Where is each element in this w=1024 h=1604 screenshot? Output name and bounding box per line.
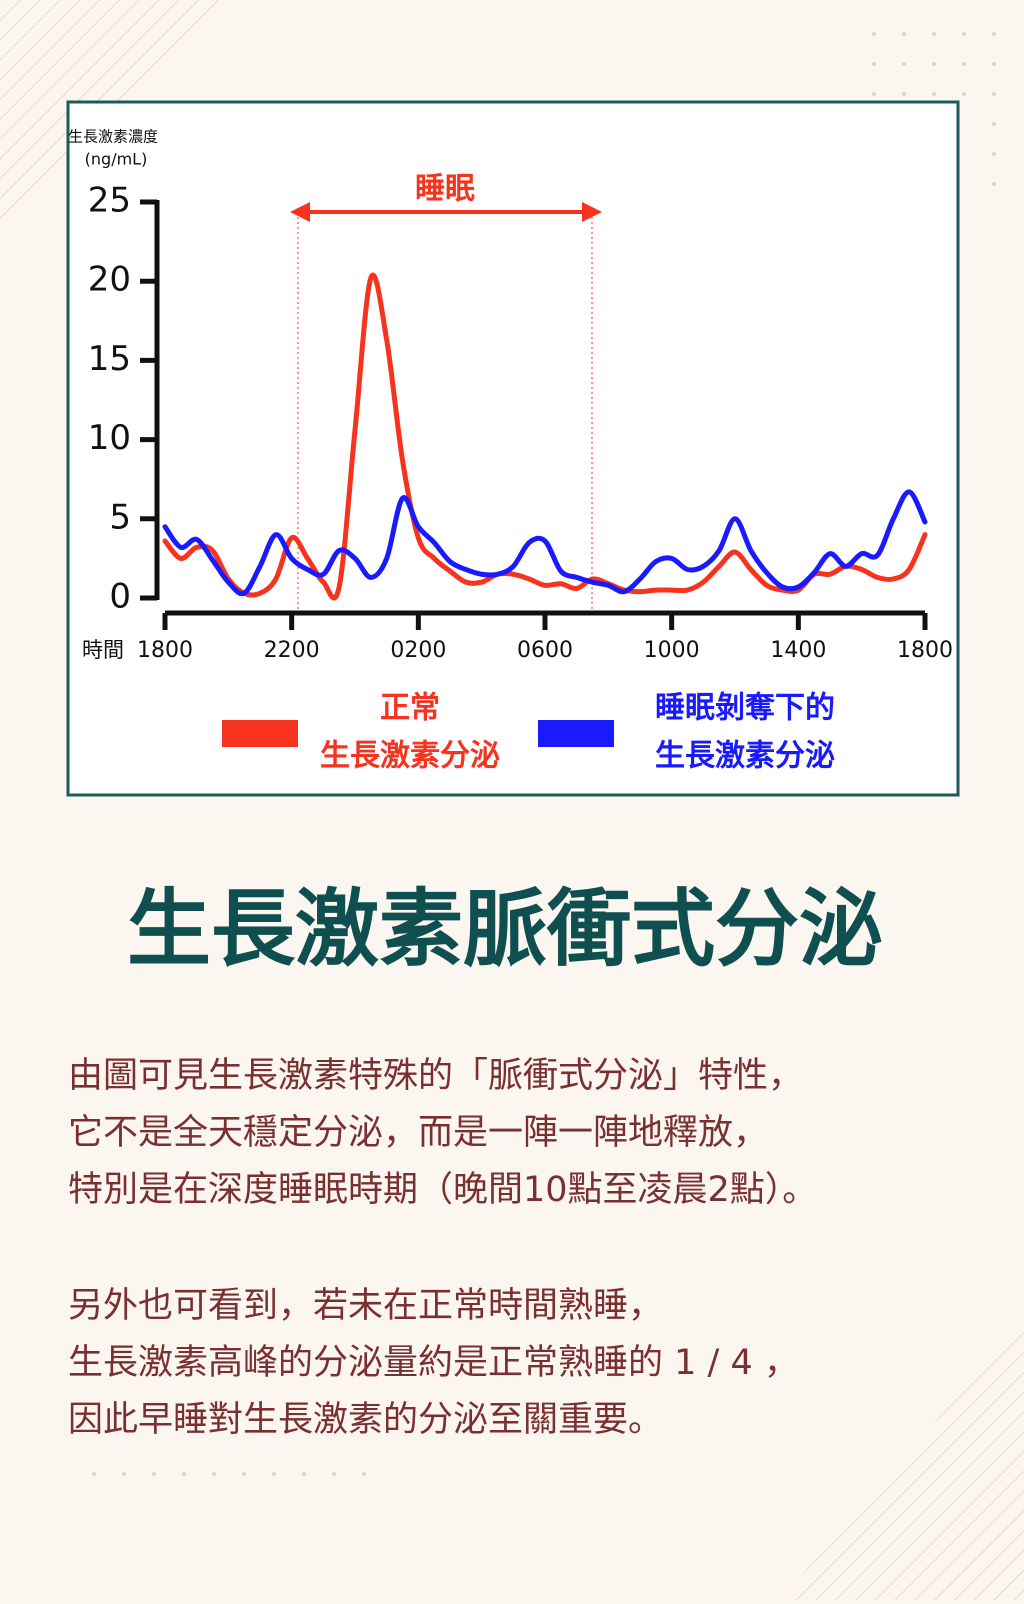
legend-label: 睡眠剝奪下的 <box>655 691 835 726</box>
y-axis-label: (ng/mL) <box>85 150 148 169</box>
decor-stripes <box>780 1320 1024 1600</box>
decor-dots <box>966 96 996 186</box>
legend-label: 生長激素分泌 <box>320 739 500 774</box>
decor-dots <box>66 1468 366 1488</box>
paragraph-line: 生長激素高峰的分泌量約是正常熟睡的 1 / 4 ， <box>68 1343 799 1383</box>
y-tick-label: 25 <box>88 181 131 221</box>
legend-swatch <box>222 720 298 747</box>
x-tick-label: 2200 <box>264 638 320 663</box>
x-axis-label: 時間 <box>82 638 124 662</box>
decor-dots <box>846 16 996 96</box>
x-tick-label: 0200 <box>390 638 446 663</box>
y-tick-label: 5 <box>109 497 131 537</box>
y-tick-label: 20 <box>88 260 131 300</box>
legend-label: 正常 <box>380 691 440 726</box>
series-line <box>162 272 928 601</box>
body-text: 由圖可見生長激素特殊的「脈衝式分泌」特性， 它不是全天穩定分泌，而是一陣一陣地釋放… <box>68 1056 817 1440</box>
x-tick-label: 1800 <box>137 638 193 663</box>
sleep-label: 睡眠 <box>415 172 475 207</box>
x-tick-label: 0600 <box>517 638 573 663</box>
paragraph-line: 它不是全天穩定分泌，而是一陣一陣地釋放， <box>68 1113 768 1153</box>
paragraph-line: 另外也可看到，若未在正常時間熟睡， <box>68 1286 663 1326</box>
paragraph-line: 由圖可見生長激素特殊的「脈衝式分泌」特性， <box>68 1056 803 1096</box>
heading: 生長激素脈衝式分泌 <box>127 880 883 978</box>
x-tick-label: 1400 <box>770 638 826 663</box>
series-line <box>162 489 928 597</box>
legend-swatch <box>538 720 614 747</box>
x-tick-label: 1800 <box>897 638 953 663</box>
paragraph-line: 因此早睡對生長激素的分泌至關重要。 <box>68 1400 663 1440</box>
x-tick-label: 1000 <box>644 638 700 663</box>
y-tick-label: 15 <box>88 339 131 379</box>
y-tick-label: 0 <box>109 577 131 617</box>
legend-label: 生長激素分泌 <box>655 739 835 774</box>
paragraph-line: 特別是在深度睡眠時期（晚間10點至凌晨2點）。 <box>68 1170 817 1210</box>
chart: 生長激素濃度 (ng/mL) 0 5 10 15 20 25 時間 1800 2200 0200 060… <box>68 128 953 774</box>
y-axis-label: 生長激素濃度 <box>68 128 158 146</box>
y-tick-label: 10 <box>88 418 131 458</box>
